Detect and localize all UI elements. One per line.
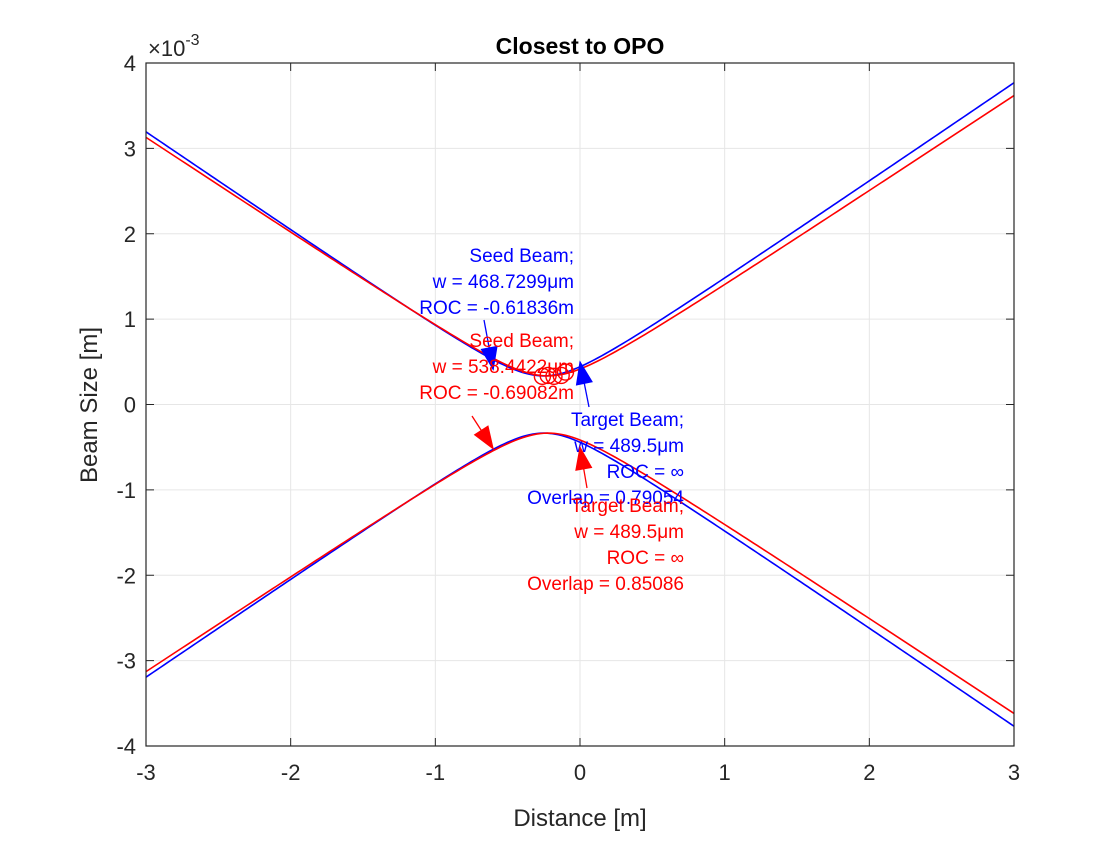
annotation-line: w = 489.5μm: [573, 522, 684, 543]
waist-circle-marker: [556, 363, 575, 381]
series-0-lower-curve: [145, 432, 1015, 727]
exponent-multiplier: ×10: [148, 36, 185, 61]
x-tick-label: -3: [136, 760, 156, 785]
x-tick-label: 0: [574, 760, 586, 785]
annotation-seed-beam-blue: Seed Beam; w = 468.7299μm ROC = -0.61836m: [419, 246, 574, 371]
y-tick-label: -4: [116, 734, 136, 759]
circle-markers: [533, 363, 575, 386]
annotation-line: ROC = -0.61836m: [419, 298, 574, 319]
y-tick-label: 0: [124, 393, 136, 418]
annotation-line: Seed Beam;: [469, 246, 574, 267]
annotation-arrow-head: [480, 345, 498, 371]
exponent-label: ×10-3: [148, 32, 200, 61]
exponent-power: -3: [185, 32, 199, 49]
waist-circle-marker: [552, 366, 570, 385]
annotation-line: ROC = ∞: [607, 548, 684, 569]
waist-circle-marker: [545, 367, 563, 386]
annotation-line: ROC = -0.69082m: [419, 383, 574, 404]
annotation-target-beam-blue: Target Beam; w = 489.5μm ROC = ∞ Overlap = …: [527, 360, 684, 509]
annotation-target-beam-red: Target Beam; w = 489.5μm ROC = ∞ Overlap = …: [527, 445, 684, 595]
annotation-line: Target Beam;: [571, 410, 684, 431]
annotation-line: Target Beam;: [571, 496, 684, 517]
y-ticks: -4 -3 -2 -1 0 1 2 3 4: [116, 51, 1014, 759]
x-axis-label: Distance [m]: [513, 805, 646, 832]
annotation-line: Seed Beam;: [469, 331, 574, 352]
y-tick-label: 3: [124, 136, 136, 161]
y-tick-label: -2: [116, 563, 136, 588]
y-tick-label: -3: [116, 649, 136, 674]
x-tick-label: 1: [719, 760, 731, 785]
annotation-line: ROC = ∞: [607, 462, 684, 483]
annotation-arrow-head: [575, 360, 593, 386]
annotation-line: Overlap = 0.79054: [527, 488, 684, 509]
y-tick-label: -1: [116, 478, 136, 503]
waist-circle-marker: [539, 366, 557, 385]
annotation-line: Overlap = 0.85086: [527, 574, 684, 595]
annotation-seed-beam-red: Seed Beam; w = 538.4422μm ROC = -0.69082m: [419, 331, 574, 451]
annotation-line: w = 468.7299μm: [432, 272, 574, 293]
waist-circle-marker: [533, 367, 552, 386]
y-tick-label: 2: [124, 222, 136, 247]
annotation-arrow-head: [473, 425, 494, 451]
annotation-line: w = 489.5μm: [573, 436, 684, 457]
x-tick-label: -1: [426, 760, 446, 785]
annotation-line: w = 538.4422μm: [432, 357, 574, 378]
x-tick-label: 2: [863, 760, 875, 785]
y-axis-label: Beam Size [m]: [76, 327, 103, 483]
x-tick-label: -2: [281, 760, 301, 785]
x-tick-label: 3: [1008, 760, 1020, 785]
x-ticks: -3 -2 -1 0 1 2 3: [136, 63, 1020, 785]
annotation-arrow-head: [575, 445, 593, 471]
y-tick-label: 1: [124, 307, 136, 332]
series-1-lower-curve: [145, 432, 1015, 715]
chart-title: Closest to OPO: [496, 33, 665, 59]
y-tick-label: 4: [124, 51, 136, 76]
